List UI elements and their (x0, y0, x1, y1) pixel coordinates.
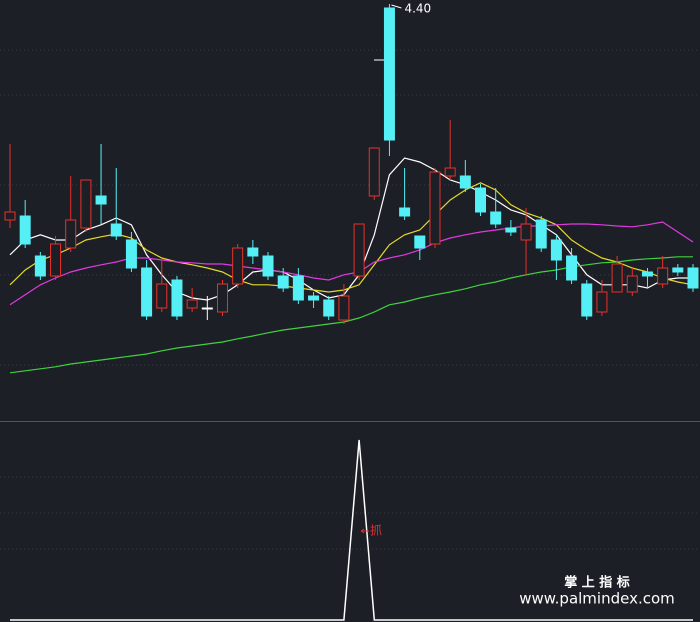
candle-body (490, 211, 502, 225)
candle-body (65, 219, 77, 249)
candle-body (277, 275, 289, 289)
candle-body (19, 215, 31, 245)
moving-average-line (9, 256, 693, 374)
candle-body (459, 175, 471, 189)
candle-body (34, 255, 46, 277)
candle-body (581, 283, 593, 317)
candle-body (566, 255, 578, 281)
candle-body (641, 271, 653, 277)
candle-body (171, 279, 183, 317)
signal-annotation: 抓 (370, 524, 382, 538)
candle-body (383, 7, 395, 141)
annotation-arrow (360, 528, 370, 534)
candle-body (444, 167, 456, 177)
candle-body (338, 295, 350, 321)
candle-body (262, 255, 274, 277)
candle-body (475, 187, 487, 213)
candle-body (505, 227, 517, 233)
candle-body (308, 295, 320, 301)
candle-body (247, 247, 259, 257)
candle-body (368, 147, 380, 197)
moving-average-line (9, 221, 694, 306)
indicator-line (10, 439, 693, 621)
candle-body (611, 263, 623, 293)
candle-body (125, 239, 137, 269)
candle-body (520, 223, 532, 241)
candle-body (80, 179, 92, 229)
candle-body (429, 171, 441, 245)
candle-body (399, 207, 411, 217)
moving-average-line (9, 157, 693, 301)
candle-body (535, 219, 547, 249)
candle-body (156, 283, 168, 309)
moving-average-line (9, 182, 694, 293)
candle-body (550, 239, 562, 261)
watermark-title: 掌 上 指 标 (564, 575, 630, 591)
grid (0, 49, 700, 550)
candle-body (141, 267, 153, 317)
candle-body (353, 223, 365, 277)
candle-body (596, 291, 608, 313)
candle-body (323, 299, 335, 317)
candle-body (672, 267, 684, 273)
candle-body (4, 211, 16, 221)
annotation-arrow (391, 4, 402, 9)
candle-body (687, 267, 699, 289)
candle-body (216, 283, 228, 313)
candle-body (232, 247, 244, 285)
candle-body (626, 275, 638, 293)
max-annotation: 4.40 (404, 2, 431, 16)
candle-body (292, 275, 304, 301)
watermark-url: www.palmindex.com (519, 590, 675, 608)
candle-body (186, 299, 198, 309)
candle-body (414, 235, 426, 249)
candle-body (95, 195, 107, 205)
candle-body (110, 223, 122, 237)
candle-body (50, 243, 62, 277)
candle-body (201, 307, 213, 310)
candle-body (657, 267, 669, 285)
